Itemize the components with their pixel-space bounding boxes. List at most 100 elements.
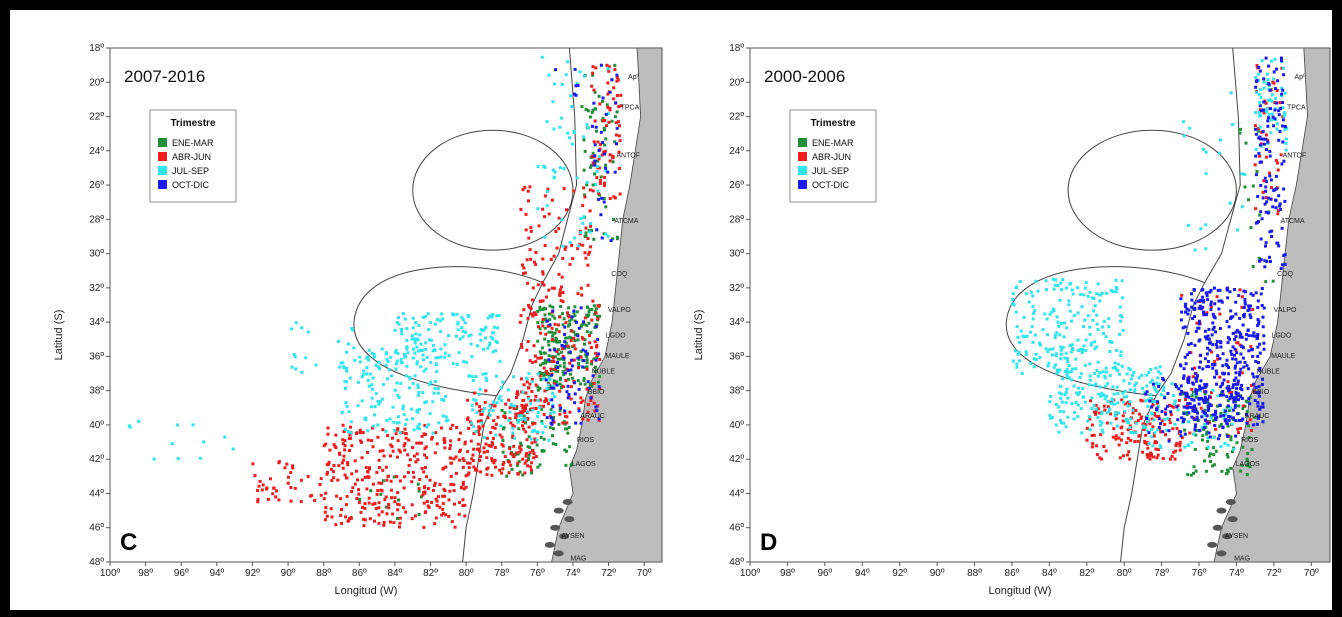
data-point	[1131, 431, 1135, 435]
data-point	[522, 414, 526, 418]
data-point	[1195, 321, 1199, 325]
x-tick-label: 80º	[459, 568, 474, 579]
data-point	[553, 316, 557, 320]
data-point	[1237, 330, 1241, 334]
data-point	[1076, 393, 1080, 397]
data-point	[1078, 376, 1082, 379]
data-point	[1241, 445, 1245, 449]
series-jul-sep	[127, 55, 610, 461]
data-point	[608, 153, 612, 157]
data-point	[1103, 376, 1107, 380]
data-point	[1251, 308, 1255, 311]
data-point	[538, 305, 542, 309]
data-point	[564, 463, 568, 467]
data-point	[1137, 412, 1141, 416]
x-tick-label: 92º	[245, 568, 260, 579]
data-point	[592, 237, 596, 241]
data-point	[1106, 382, 1110, 386]
data-point	[487, 409, 491, 413]
data-point	[1051, 277, 1055, 281]
data-point	[1251, 354, 1255, 358]
data-point	[1147, 431, 1151, 435]
data-point	[548, 374, 552, 378]
data-point	[1249, 304, 1252, 308]
data-point	[1052, 287, 1056, 291]
data-point	[566, 131, 570, 135]
data-point	[568, 410, 572, 414]
data-point	[526, 417, 530, 420]
data-point	[484, 325, 488, 329]
data-point	[1254, 291, 1258, 295]
data-point	[1251, 293, 1255, 297]
data-point	[1234, 357, 1238, 361]
region-label: LGDO	[606, 333, 626, 340]
data-point	[449, 427, 453, 431]
data-point	[1011, 292, 1015, 296]
data-point	[345, 366, 349, 370]
data-point	[1178, 444, 1182, 448]
data-point	[1245, 464, 1249, 468]
data-point	[507, 398, 511, 402]
data-point	[566, 344, 570, 348]
data-point	[341, 442, 345, 446]
data-point	[1184, 310, 1187, 314]
data-point	[1256, 404, 1260, 408]
data-point	[1190, 441, 1194, 444]
data-point	[1016, 335, 1020, 339]
data-point	[1090, 341, 1094, 345]
data-point	[392, 521, 396, 525]
data-point	[561, 354, 565, 358]
data-point	[1205, 337, 1209, 341]
data-point	[570, 345, 574, 349]
data-point	[598, 155, 601, 159]
data-point	[483, 436, 487, 440]
data-point	[1261, 130, 1265, 133]
data-point	[550, 286, 554, 290]
data-point	[541, 317, 545, 321]
data-point	[1120, 425, 1124, 429]
data-point	[337, 339, 340, 343]
data-point	[1192, 416, 1196, 420]
data-point	[534, 313, 538, 316]
data-point	[604, 112, 608, 116]
data-point	[568, 322, 572, 326]
data-point	[1264, 101, 1268, 105]
data-point	[1283, 253, 1287, 257]
data-point	[491, 443, 494, 446]
data-point	[586, 237, 590, 240]
data-point	[544, 307, 547, 311]
data-point	[1190, 292, 1193, 296]
data-point	[587, 313, 591, 317]
data-point	[1088, 374, 1092, 378]
data-point	[1102, 319, 1106, 323]
data-point	[411, 326, 415, 330]
data-point	[1125, 453, 1129, 457]
data-point	[1244, 413, 1248, 416]
data-point	[1146, 446, 1150, 450]
data-point	[594, 125, 598, 129]
y-axis-title: Latitud (S)	[53, 310, 65, 361]
data-point	[1211, 362, 1214, 366]
data-point	[1181, 326, 1185, 330]
data-point	[1240, 305, 1244, 309]
data-point	[583, 193, 587, 197]
data-point	[530, 468, 533, 472]
data-point	[1083, 363, 1087, 367]
data-point	[1277, 244, 1281, 248]
data-point	[1070, 288, 1074, 292]
data-point	[404, 436, 408, 440]
data-point	[1059, 421, 1063, 425]
data-point	[388, 417, 392, 421]
data-point	[1057, 430, 1061, 434]
data-point	[1135, 421, 1138, 425]
data-point	[421, 493, 425, 497]
data-point	[403, 442, 407, 446]
data-point	[384, 465, 388, 469]
y-tick-label: 26º	[89, 180, 104, 191]
data-point	[1232, 378, 1236, 382]
data-point	[1090, 434, 1094, 437]
data-point	[1258, 88, 1262, 92]
data-point	[366, 438, 370, 442]
data-point	[1271, 115, 1275, 119]
data-point	[500, 386, 504, 390]
